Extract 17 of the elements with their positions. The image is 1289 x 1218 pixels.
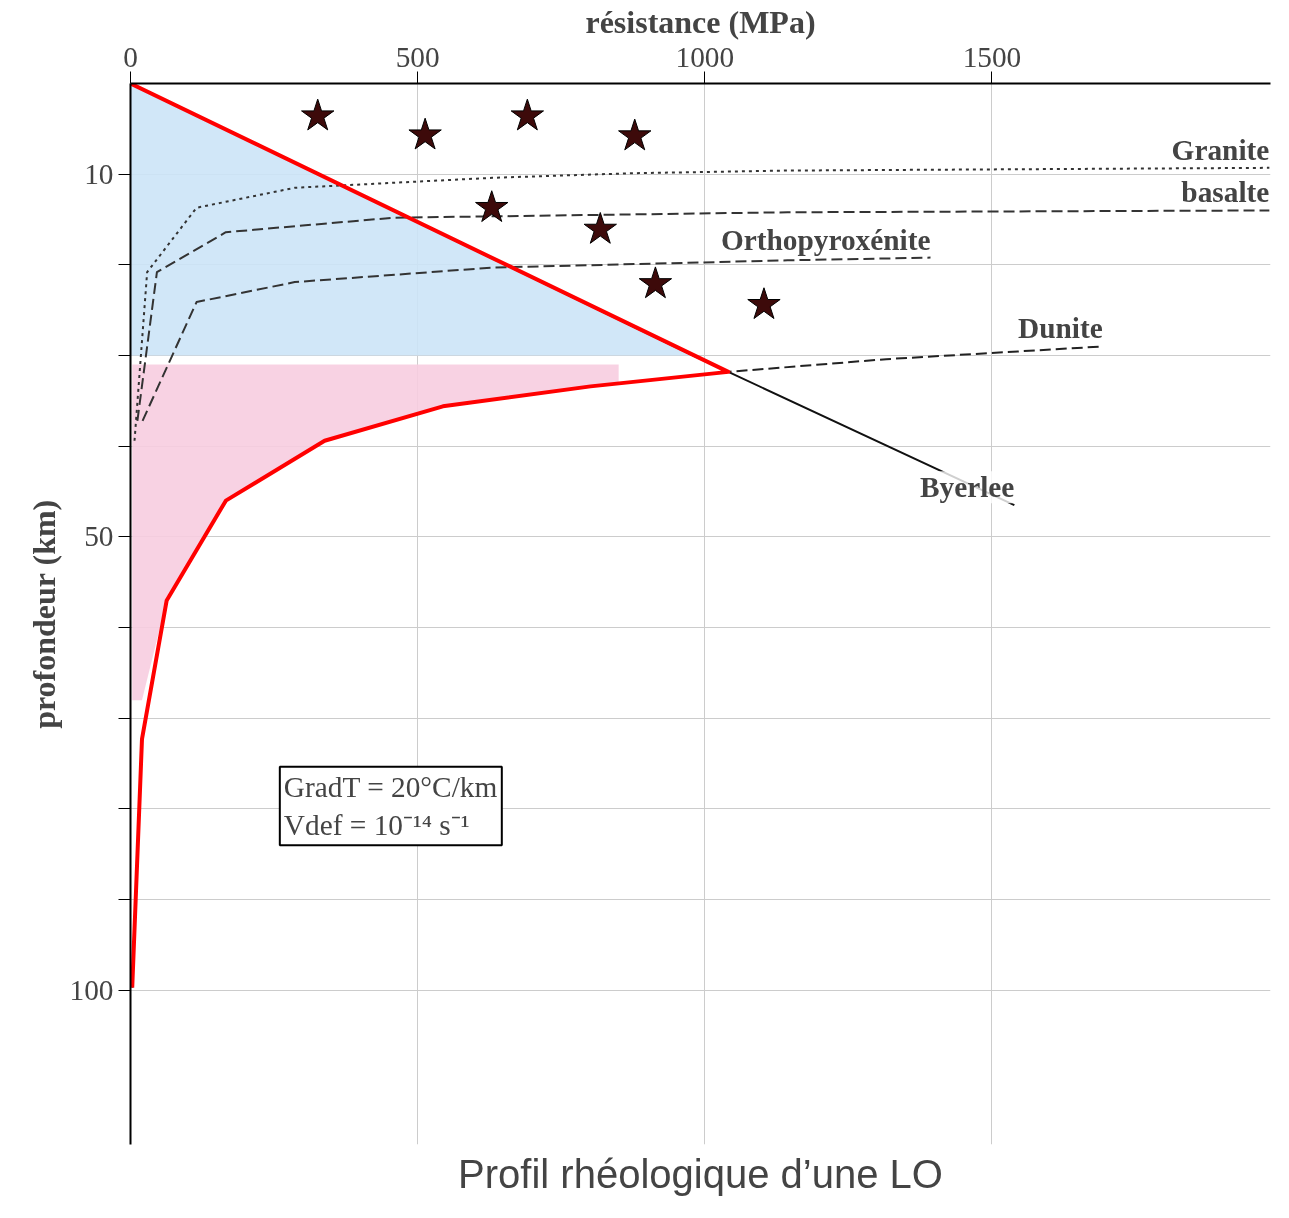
annotation: Vdef = 10⁻¹⁴ s⁻¹ <box>283 809 470 842</box>
series-label: Byerlee <box>919 471 1015 504</box>
annotation: GradT = 20°C/km <box>283 770 498 803</box>
y-tick-label: 50 <box>84 520 114 553</box>
x-tick-label: 1000 <box>675 40 735 73</box>
x-tick-label: 0 <box>123 40 138 73</box>
x-tick-label: 1500 <box>962 40 1022 73</box>
y-tick-label: 100 <box>69 973 114 1006</box>
series-label: Dunite <box>1018 312 1103 345</box>
series-label: Orthopyroxénite <box>720 223 931 256</box>
y-axis-title: profondeur (km) <box>25 499 62 729</box>
series-label: basalte <box>1181 176 1270 209</box>
x-tick-label: 500 <box>395 40 440 73</box>
y-tick-label: 10 <box>84 157 114 190</box>
series-label: Granite <box>1171 133 1270 166</box>
x-axis-title: résistance (MPa) <box>585 3 816 40</box>
text: Profil rhéologique d’une LO <box>458 1151 943 1196</box>
